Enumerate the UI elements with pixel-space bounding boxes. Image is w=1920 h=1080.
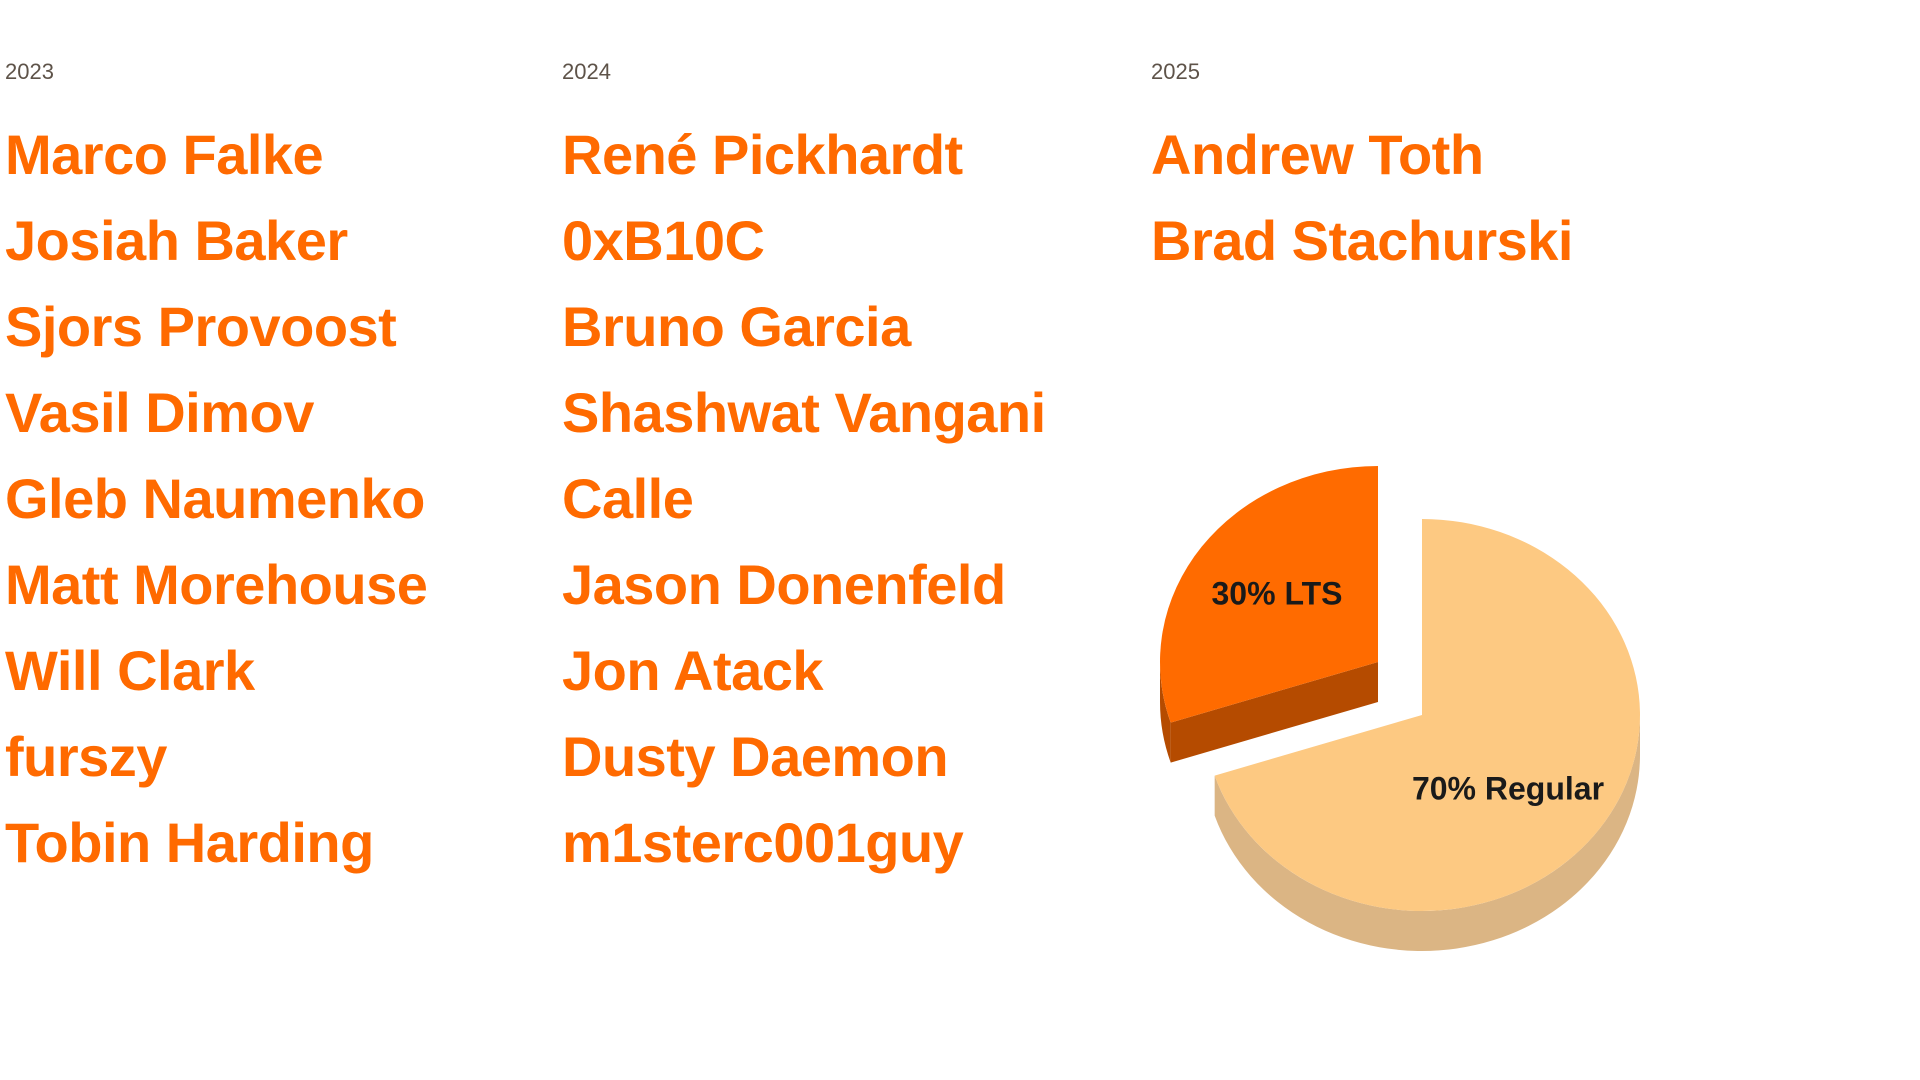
slice-label-lts: 30% LTS bbox=[1212, 575, 1343, 611]
contributor-name: Sjors Provoost bbox=[5, 295, 397, 358]
year-label: 2024 bbox=[562, 59, 611, 84]
slice-cut-face-lts bbox=[1170, 662, 1378, 763]
contributor-name: Dusty Daemon bbox=[562, 725, 949, 788]
contributor-name: Andrew Toth bbox=[1151, 123, 1484, 186]
contributor-name: Bruno Garcia bbox=[562, 295, 911, 358]
name-list: Marco Falke Josiah Baker Sjors Provoost Vas… bbox=[5, 112, 428, 886]
contributor-name: Calle bbox=[562, 467, 694, 530]
contributor-name: Tobin Harding bbox=[5, 811, 374, 874]
year-label: 2025 bbox=[1151, 59, 1200, 84]
contributor-name: Josiah Baker bbox=[5, 209, 348, 272]
contributor-name: 0xB10C bbox=[562, 209, 765, 272]
column-2023: 2023 Marco Falke Josiah Baker Sjors Provoo… bbox=[5, 58, 428, 886]
slice-lts bbox=[1160, 466, 1378, 723]
contributor-name: Shashwat Vangani bbox=[562, 381, 1046, 444]
contributor-name: Will Clark bbox=[5, 639, 255, 702]
contributor-name: Brad Stachurski bbox=[1151, 209, 1574, 272]
contributor-name: Matt Morehouse bbox=[5, 553, 428, 616]
slice-regular bbox=[1214, 519, 1640, 911]
slice-label-regular: 70% Regular bbox=[1412, 770, 1604, 806]
contributor-name: Vasil Dimov bbox=[5, 381, 314, 444]
contributor-name: m1sterc001guy bbox=[562, 811, 964, 874]
contributor-name: Marco Falke bbox=[5, 123, 324, 186]
contributor-name: Jon Atack bbox=[562, 639, 824, 702]
year-label: 2023 bbox=[5, 59, 54, 84]
slice-side-lts bbox=[1160, 662, 1171, 763]
contributor-name: Jason Donenfeld bbox=[562, 553, 1006, 616]
name-list: René Pickhardt 0xB10C Bruno Garcia Shashwat… bbox=[562, 112, 1046, 886]
column-2025: 2025 Andrew Toth Brad Stachurski bbox=[1151, 58, 1574, 284]
column-2024: 2024 René Pickhardt 0xB10C Bruno Garcia Sha… bbox=[562, 58, 1046, 886]
contributor-name: furszy bbox=[5, 725, 167, 788]
contributor-name: René Pickhardt bbox=[562, 123, 963, 186]
slice-side-regular bbox=[1214, 715, 1640, 951]
contributor-name: Gleb Naumenko bbox=[5, 467, 425, 530]
name-list: Andrew Toth Brad Stachurski bbox=[1151, 112, 1574, 284]
